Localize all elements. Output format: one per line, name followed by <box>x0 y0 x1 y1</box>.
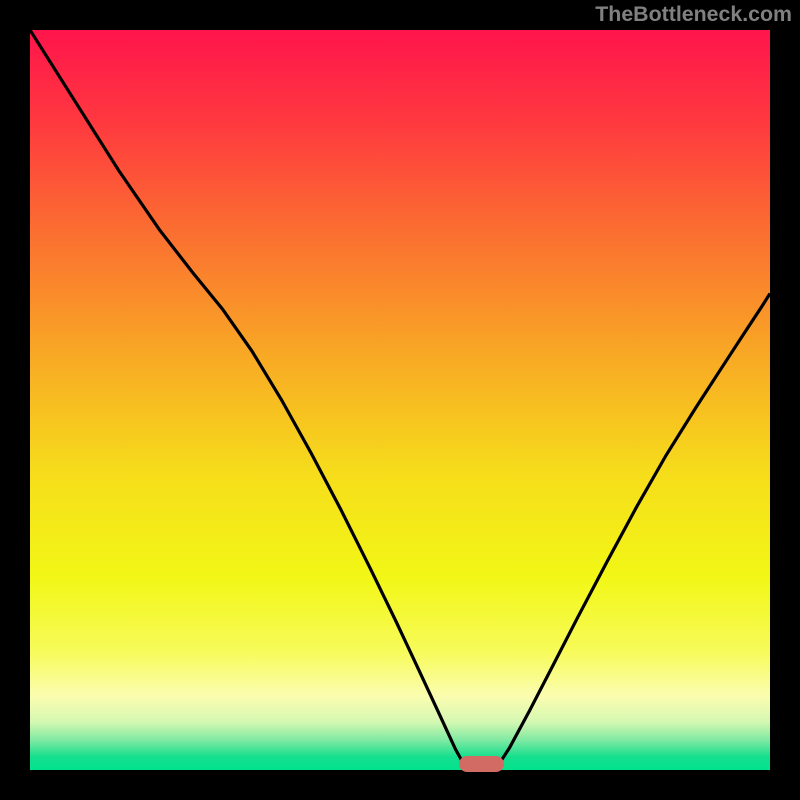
attribution-label: TheBottleneck.com <box>587 0 800 31</box>
nadir-marker <box>459 756 503 772</box>
curve-left-branch <box>30 30 463 763</box>
plot-area <box>30 30 770 770</box>
curve-right-branch <box>500 293 770 762</box>
bottleneck-curve <box>30 30 770 770</box>
stage: TheBottleneck.com <box>0 0 800 800</box>
